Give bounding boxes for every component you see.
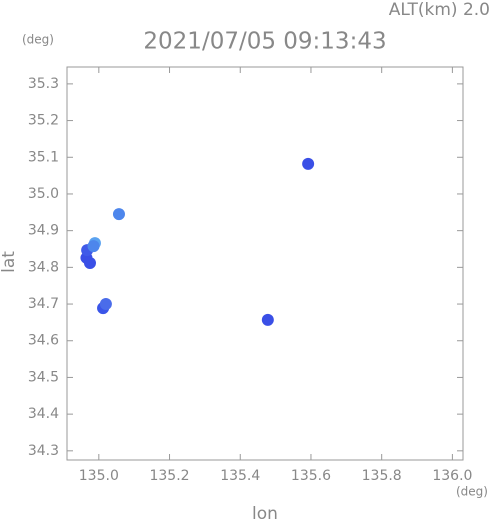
echo-point <box>112 208 125 221</box>
x-tick-label: 136.0 <box>432 468 472 484</box>
x-tick-label: 135.8 <box>362 468 402 484</box>
y-unit: (deg) <box>22 33 54 47</box>
y-tick-label: 35.3 <box>28 76 59 92</box>
x-tick-label: 135.2 <box>149 468 189 484</box>
y-tick-label: 34.5 <box>28 369 59 385</box>
x-axis-label: lon <box>252 504 278 521</box>
echo-point <box>83 256 96 269</box>
echo-point <box>302 157 315 170</box>
x-tick-label: 135.4 <box>220 468 260 484</box>
y-tick-label: 34.7 <box>28 296 59 312</box>
y-tick-label: 35.0 <box>28 186 59 202</box>
chart-title: 2021/07/05 09:13:43 <box>143 29 386 55</box>
x-tick-label: 135.6 <box>291 468 331 484</box>
plot-frame <box>66 66 464 461</box>
echo-point <box>87 240 100 253</box>
y-tick-label: 34.9 <box>28 223 59 239</box>
chart-subtitle: ALT(km) 2.0 <box>389 0 490 20</box>
echo-point <box>261 313 274 326</box>
y-tick-label: 35.1 <box>28 149 59 165</box>
y-tick-label: 35.2 <box>28 113 59 129</box>
y-tick-label: 34.6 <box>28 333 59 349</box>
y-axis-label: lat <box>0 251 19 273</box>
x-tick-label: 135.0 <box>79 468 119 484</box>
y-tick-label: 34.3 <box>28 443 59 459</box>
echo-point <box>99 298 112 311</box>
x-unit: (deg) <box>456 485 488 499</box>
y-tick-label: 34.8 <box>28 259 59 275</box>
y-tick-label: 34.4 <box>28 406 59 422</box>
